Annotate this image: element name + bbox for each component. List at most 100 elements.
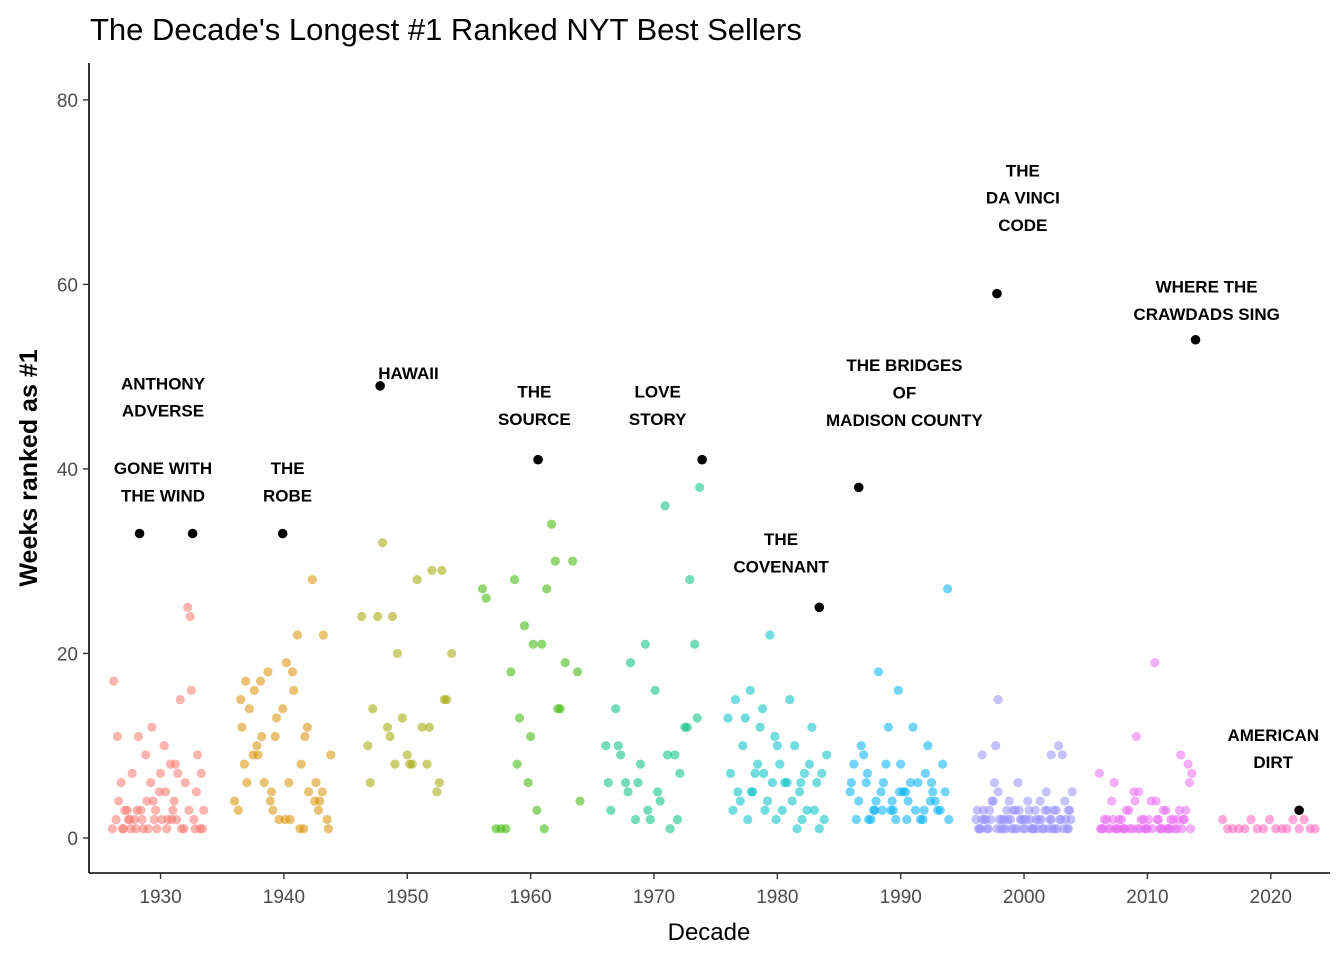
- data-point-1960: [572, 667, 583, 677]
- data-point-1980: [775, 759, 785, 769]
- data-point-1930: [123, 814, 134, 825]
- data-point-1930: [168, 805, 178, 815]
- annotation-label: GONE WITH: [114, 459, 212, 478]
- data-point-1930: [169, 796, 179, 806]
- x-tick-label: 2020: [1250, 887, 1292, 908]
- data-point-1930: [114, 796, 124, 806]
- data-point-1950: [402, 750, 412, 760]
- data-point-1950: [385, 731, 395, 742]
- data-point-1950: [434, 777, 444, 788]
- data-point-1970: [695, 482, 705, 492]
- data-point-1990: [935, 805, 945, 815]
- data-point-1930: [116, 777, 126, 788]
- highlighted-point: [814, 602, 825, 613]
- data-point-1980: [735, 796, 745, 806]
- data-point-1970: [635, 759, 646, 769]
- annotation-label: COVENANT: [733, 558, 829, 577]
- data-point-1990: [876, 787, 886, 797]
- data-point-1990: [926, 777, 937, 788]
- data-point-1940: [281, 658, 291, 668]
- data-point-1970: [675, 768, 685, 778]
- data-point-1960: [567, 556, 578, 566]
- data-point-1940: [253, 750, 263, 760]
- data-point-1980: [787, 796, 797, 806]
- data-point-1970: [606, 805, 616, 815]
- annotation-label: SOURCE: [498, 410, 571, 429]
- annotation-label: THE: [1006, 161, 1040, 180]
- data-point-1950: [437, 565, 447, 576]
- data-point-2000: [977, 814, 987, 825]
- data-point-1990: [871, 796, 881, 806]
- data-point-1940: [296, 759, 306, 769]
- data-point-1960: [528, 639, 538, 649]
- data-point-1950: [417, 722, 427, 732]
- data-point-2020: [1282, 824, 1292, 834]
- data-point-1930: [137, 814, 147, 825]
- data-point-1980: [790, 741, 800, 751]
- data-point-1940: [270, 731, 280, 742]
- data-point-2000: [1040, 805, 1050, 815]
- data-point-2010: [1121, 805, 1132, 815]
- data-point-1950: [368, 704, 378, 714]
- data-point-1960: [537, 639, 547, 649]
- data-point-1930: [162, 824, 172, 834]
- data-point-1930: [155, 768, 166, 778]
- data-point-2010: [1134, 787, 1144, 797]
- x-tick-label: 1940: [263, 887, 305, 908]
- data-point-1940: [239, 759, 250, 769]
- data-point-2000: [1054, 741, 1064, 751]
- data-point-1940: [255, 676, 266, 686]
- data-point-1990: [862, 768, 873, 778]
- data-point-1980: [762, 796, 773, 806]
- data-point-1940: [310, 796, 320, 806]
- data-point-2010: [1109, 777, 1119, 788]
- data-point-1980: [733, 787, 743, 797]
- data-point-1970: [662, 750, 673, 760]
- data-point-1960: [575, 796, 585, 806]
- data-point-1990: [920, 768, 930, 778]
- data-point-1940: [307, 575, 317, 585]
- data-point-2010: [1166, 814, 1176, 825]
- data-point-1990: [925, 796, 935, 806]
- data-point-2010: [1183, 759, 1193, 769]
- data-point-1950: [387, 611, 398, 622]
- data-point-1930: [141, 750, 151, 760]
- data-point-2020: [1294, 824, 1304, 834]
- data-point-1980: [771, 814, 781, 825]
- data-point-1990: [896, 759, 906, 769]
- y-tick-label: 20: [57, 644, 78, 665]
- data-point-2010: [1186, 824, 1196, 834]
- data-point-1970: [630, 814, 641, 825]
- data-point-1990: [878, 777, 889, 788]
- data-point-1940: [252, 741, 262, 751]
- data-point-1990: [873, 667, 884, 677]
- data-point-1990: [928, 787, 938, 797]
- data-point-2020: [1264, 814, 1275, 825]
- x-tick-label: 1930: [139, 887, 181, 908]
- data-point-1960: [506, 667, 516, 677]
- highlighted-point: [533, 454, 543, 465]
- data-point-1940: [302, 722, 312, 732]
- data-point-1990: [854, 796, 864, 806]
- data-point-1980: [728, 805, 738, 815]
- highlighted-point: [277, 528, 288, 539]
- data-point-2000: [983, 824, 993, 834]
- data-point-2000: [1013, 777, 1023, 788]
- data-point-1980: [743, 814, 753, 825]
- data-point-1990: [919, 805, 929, 815]
- data-point-2010: [1163, 824, 1173, 834]
- data-point-1980: [785, 694, 795, 705]
- data-point-1950: [427, 565, 437, 576]
- x-axis-ticks: 1930 1940 1950 1960 1970 1980 1990 2000 2010 2020: [139, 873, 1292, 908]
- highlighted-point: [1294, 805, 1304, 816]
- data-point-2010: [1141, 824, 1151, 834]
- data-point-1930: [175, 694, 185, 705]
- x-tick-label: 2000: [1003, 887, 1045, 908]
- data-point-1980: [745, 685, 755, 695]
- data-point-2020: [1299, 814, 1309, 825]
- annotation-label: CODE: [998, 216, 1047, 235]
- data-point-1980: [822, 750, 832, 760]
- data-point-1980: [730, 694, 741, 705]
- data-point-1960: [519, 621, 530, 631]
